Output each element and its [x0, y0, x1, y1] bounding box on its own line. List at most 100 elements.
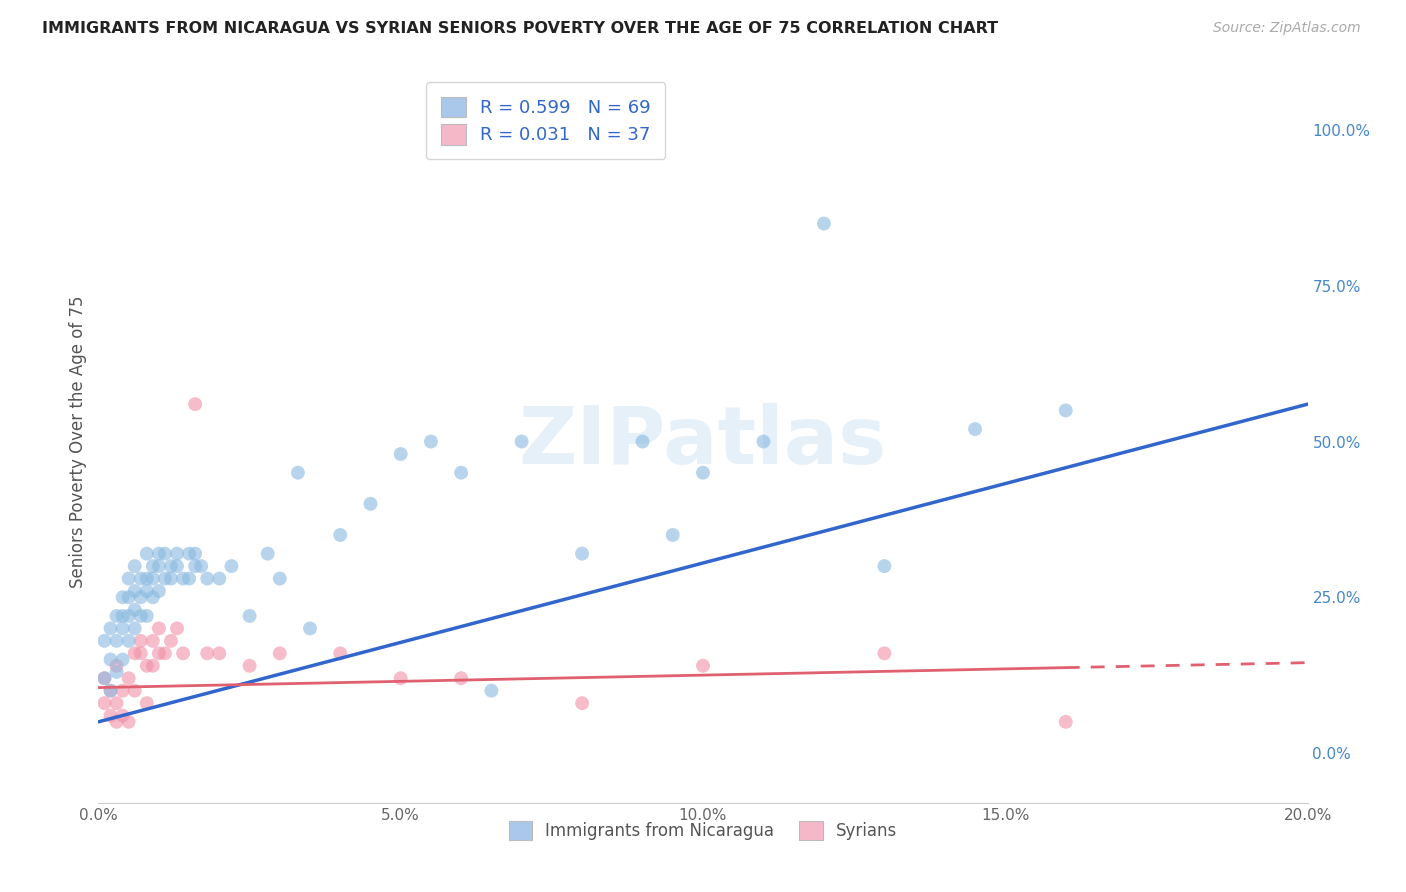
Legend: Immigrants from Nicaragua, Syrians: Immigrants from Nicaragua, Syrians — [502, 814, 904, 847]
Point — [179, 572, 201, 586]
Point — [510, 434, 533, 449]
Point — [195, 646, 218, 660]
Point — [450, 671, 472, 685]
Point — [124, 646, 146, 660]
Point — [135, 658, 157, 673]
Point — [105, 633, 128, 648]
Point — [93, 696, 115, 710]
Point — [1054, 403, 1077, 417]
Point — [111, 652, 134, 666]
Point — [111, 708, 134, 723]
Point — [208, 646, 231, 660]
Point — [118, 633, 141, 648]
Point — [153, 572, 176, 586]
Point — [129, 633, 152, 648]
Point — [129, 609, 152, 624]
Point — [571, 547, 593, 561]
Point — [329, 646, 352, 660]
Point — [179, 547, 201, 561]
Point — [148, 621, 170, 635]
Point — [129, 572, 152, 586]
Point — [287, 466, 309, 480]
Point — [111, 591, 134, 605]
Point — [100, 621, 122, 635]
Point — [813, 217, 835, 231]
Point — [692, 658, 714, 673]
Point — [269, 572, 291, 586]
Point — [105, 696, 128, 710]
Point — [190, 559, 212, 574]
Point — [661, 528, 683, 542]
Point — [389, 447, 412, 461]
Point — [153, 547, 176, 561]
Y-axis label: Seniors Poverty Over the Age of 75: Seniors Poverty Over the Age of 75 — [69, 295, 87, 588]
Point — [148, 559, 170, 574]
Point — [873, 646, 896, 660]
Point — [450, 466, 472, 480]
Point — [135, 609, 157, 624]
Point — [129, 646, 152, 660]
Point — [118, 572, 141, 586]
Point — [389, 671, 412, 685]
Point — [142, 633, 165, 648]
Point — [148, 584, 170, 599]
Point — [105, 665, 128, 679]
Point — [195, 572, 218, 586]
Point — [105, 609, 128, 624]
Point — [239, 658, 262, 673]
Point — [160, 633, 183, 648]
Point — [100, 683, 122, 698]
Point — [166, 547, 188, 561]
Point — [221, 559, 243, 574]
Point — [118, 609, 141, 624]
Point — [118, 591, 141, 605]
Point — [184, 397, 207, 411]
Point — [481, 683, 503, 698]
Point — [105, 714, 128, 729]
Point — [148, 646, 170, 660]
Point — [118, 671, 141, 685]
Point — [93, 671, 115, 685]
Point — [239, 609, 262, 624]
Point — [420, 434, 443, 449]
Point — [100, 708, 122, 723]
Point — [111, 683, 134, 698]
Point — [172, 572, 194, 586]
Point — [124, 559, 146, 574]
Point — [142, 559, 165, 574]
Point — [153, 646, 176, 660]
Point — [965, 422, 987, 436]
Point — [631, 434, 654, 449]
Point — [124, 603, 146, 617]
Point — [160, 572, 183, 586]
Point — [873, 559, 896, 574]
Point — [100, 683, 122, 698]
Point — [93, 671, 115, 685]
Point — [142, 572, 165, 586]
Point — [118, 714, 141, 729]
Point — [93, 633, 115, 648]
Point — [571, 696, 593, 710]
Point — [166, 621, 188, 635]
Point — [135, 547, 157, 561]
Point — [184, 547, 207, 561]
Point — [135, 584, 157, 599]
Point — [124, 683, 146, 698]
Text: IMMIGRANTS FROM NICARAGUA VS SYRIAN SENIORS POVERTY OVER THE AGE OF 75 CORRELATI: IMMIGRANTS FROM NICARAGUA VS SYRIAN SENI… — [42, 21, 998, 36]
Point — [160, 559, 183, 574]
Point — [692, 466, 714, 480]
Point — [184, 559, 207, 574]
Point — [256, 547, 278, 561]
Point — [172, 646, 194, 660]
Point — [1054, 714, 1077, 729]
Point — [208, 572, 231, 586]
Point — [148, 547, 170, 561]
Point — [329, 528, 352, 542]
Point — [124, 584, 146, 599]
Point — [752, 434, 775, 449]
Text: Source: ZipAtlas.com: Source: ZipAtlas.com — [1213, 21, 1361, 35]
Point — [142, 591, 165, 605]
Point — [135, 572, 157, 586]
Point — [129, 591, 152, 605]
Point — [135, 696, 157, 710]
